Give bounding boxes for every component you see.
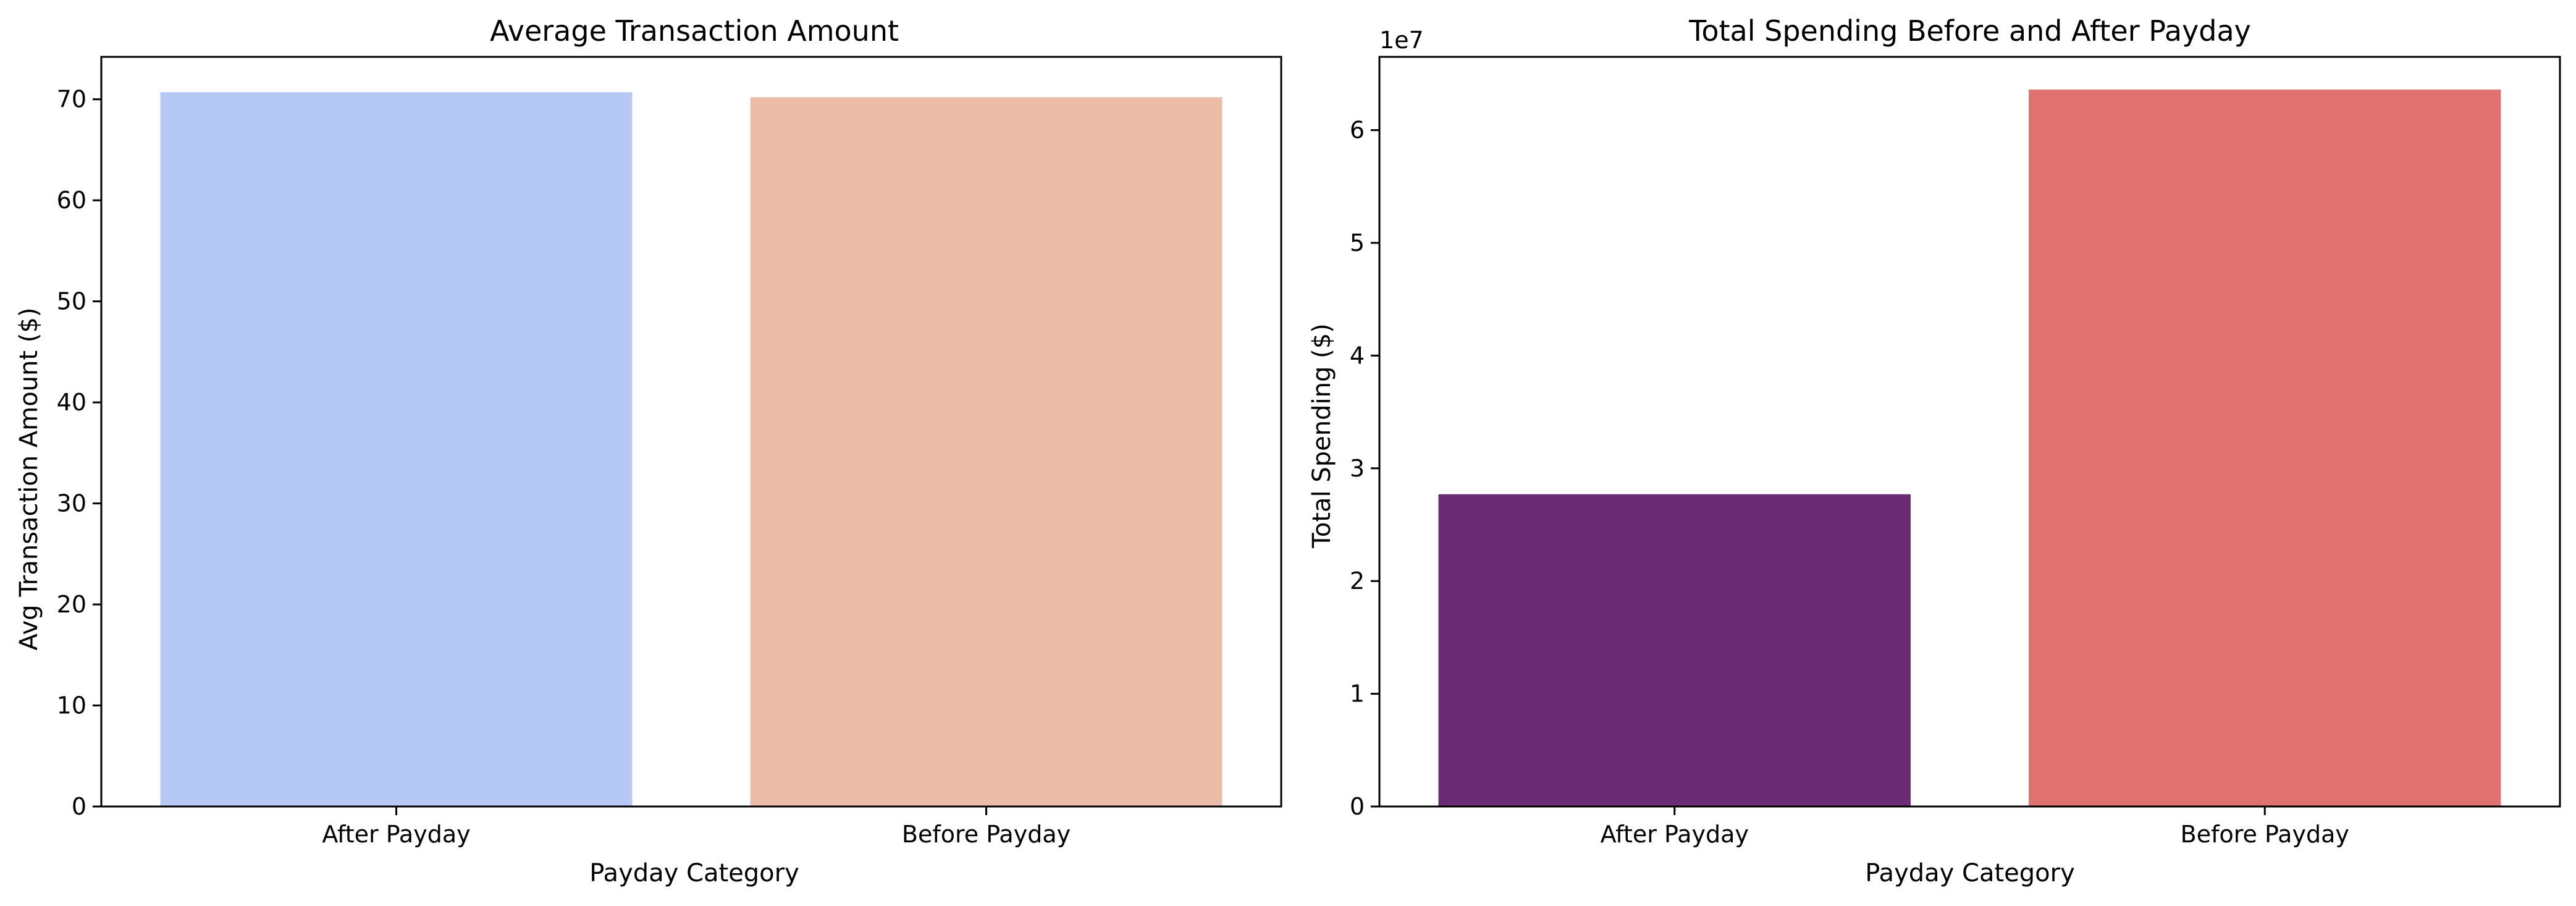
x-tick-label: Before Payday	[902, 821, 1071, 848]
y-ticks: 0 10 20 30 40 50 60 70	[57, 86, 101, 820]
x-ticks: After Payday Before Payday	[322, 807, 1071, 848]
y-tick-label: 50	[57, 288, 86, 315]
x-axis-label: Payday Category	[589, 859, 799, 887]
x-tick-label: Before Payday	[2181, 821, 2349, 848]
bars	[160, 92, 1223, 807]
y-tick-label: 70	[57, 86, 86, 113]
x-tick-label: After Payday	[1601, 821, 1749, 848]
y-offset-label: 1e7	[1379, 27, 1424, 54]
plot-frame	[1378, 56, 2561, 808]
bar-after-payday	[160, 92, 633, 807]
y-tick-label: 10	[57, 692, 86, 719]
x-axis-label: Payday Category	[1865, 859, 2075, 887]
y-tick-label: 20	[57, 591, 86, 618]
y-tick-label: 4	[1350, 342, 1365, 369]
x-tick-label: After Payday	[322, 821, 470, 848]
bars	[1438, 89, 2501, 807]
y-tick-label: 3	[1350, 455, 1365, 482]
y-tick-label: 6	[1350, 117, 1365, 144]
x-ticks: After Payday Before Payday	[1601, 807, 2349, 848]
chart-title: Total Spending Before and After Payday	[1688, 14, 2251, 48]
chart-average-transaction-amount: Average Transaction Amount Payday Catego…	[15, 14, 1282, 887]
bar-before-payday	[750, 97, 1223, 807]
y-axis-label: Total Spending ($)	[1308, 323, 1336, 549]
y-tick-label: 60	[57, 187, 86, 214]
y-tick-label: 1	[1350, 680, 1365, 708]
y-tick-label: 0	[72, 793, 86, 820]
chart-total-spending: Total Spending Before and After Payday P…	[1308, 14, 2561, 887]
y-ticks: 0 1 2 3 4 5 6	[1350, 117, 1379, 820]
chart-title: Average Transaction Amount	[490, 14, 899, 48]
y-axis-label: Avg Transaction Amount ($)	[15, 308, 43, 651]
bar-before-payday	[2029, 89, 2501, 807]
y-tick-label: 0	[1350, 793, 1365, 820]
y-tick-label: 40	[57, 389, 86, 416]
y-tick-label: 5	[1350, 229, 1365, 256]
plot-frame	[100, 56, 1282, 808]
bar-after-payday	[1438, 494, 1911, 807]
y-tick-label: 30	[57, 490, 86, 517]
y-tick-label: 2	[1350, 567, 1365, 595]
